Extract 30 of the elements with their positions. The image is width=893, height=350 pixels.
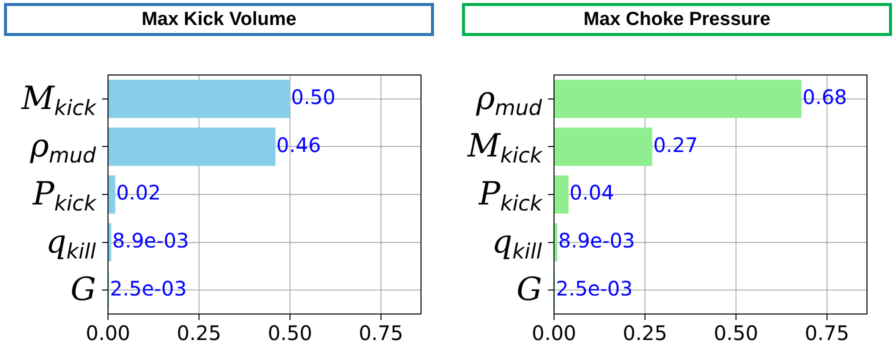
x-tick-label: 0.75 [804, 321, 850, 346]
bar [108, 175, 116, 214]
data-label: 2.5e-03 [110, 276, 187, 300]
x-tick-label: 0.75 [358, 321, 404, 346]
data-label: 8.9e-03 [558, 228, 636, 253]
data-label: 0.27 [653, 132, 698, 157]
x-tick-label: 0.00 [86, 321, 130, 346]
data-label: 0.50 [290, 85, 336, 110]
data-label: 0.68 [802, 85, 848, 110]
data-label: 0.02 [116, 180, 161, 205]
data-label: 0.46 [276, 132, 321, 157]
bar [554, 128, 652, 166]
data-label: 0.04 [570, 180, 614, 205]
bar [554, 223, 558, 262]
x-tick-label: 0.00 [532, 321, 576, 346]
bar [554, 175, 569, 214]
bar [108, 128, 276, 166]
x-tick-label: 0.25 [622, 321, 668, 346]
y-tick-label: G [516, 270, 542, 308]
chart-title: Max Kick Volume [4, 3, 434, 36]
chart-title: Max Choke Pressure [462, 3, 892, 36]
bar [108, 223, 112, 262]
x-tick-label: 0.25 [176, 321, 222, 346]
y-tick-label: G [70, 270, 96, 308]
data-label: 2.5e-03 [556, 276, 633, 300]
x-tick-label: 0.50 [714, 321, 758, 346]
bar [108, 80, 290, 118]
bar [554, 80, 802, 118]
x-tick-label: 0.50 [268, 321, 312, 346]
data-label: 8.9e-03 [112, 228, 190, 253]
